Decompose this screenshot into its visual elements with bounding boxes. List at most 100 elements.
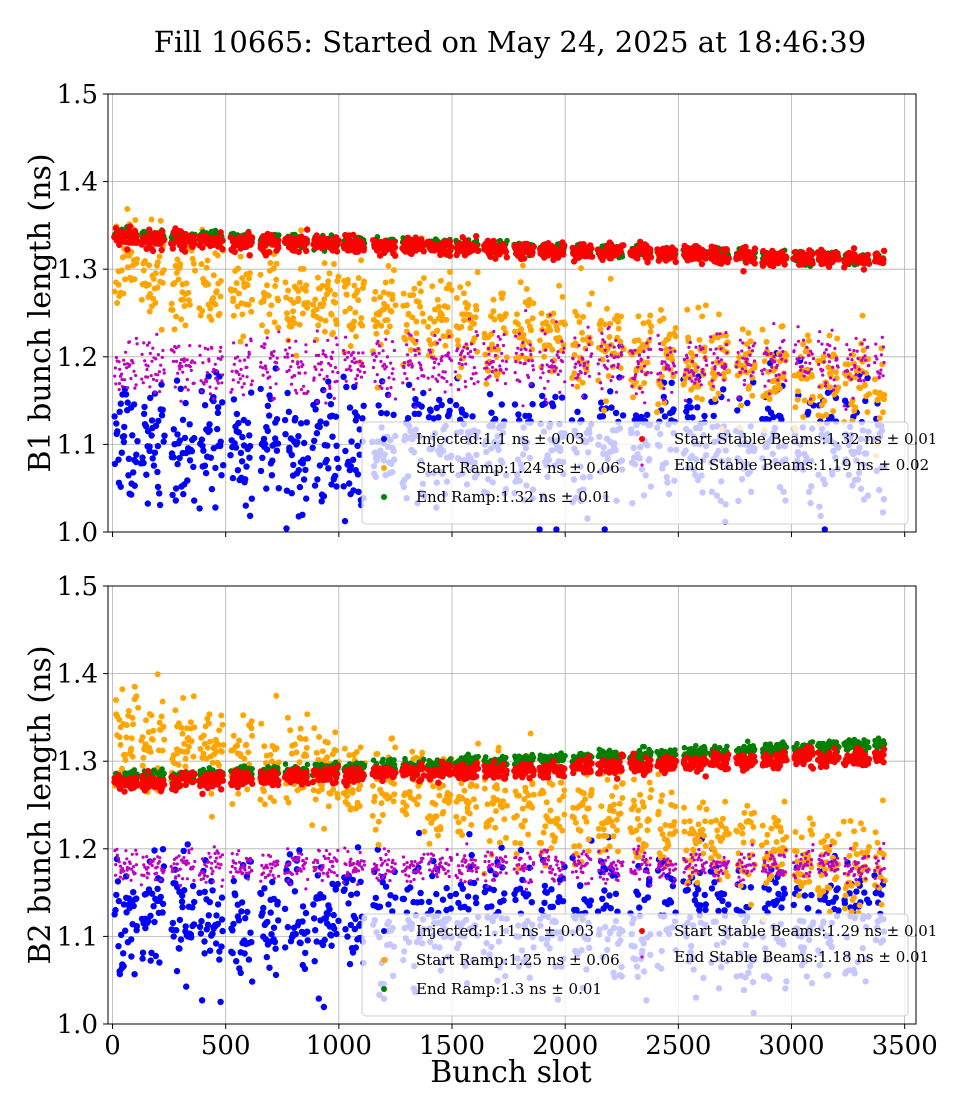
b1-end-stable-beams-point [134,383,138,387]
b2-injected-point [216,956,223,963]
b1-injected-point [327,401,335,408]
b1-end-stable-beams-point [561,350,565,355]
b1-end-stable-beams-point [724,365,728,369]
b1-end-stable-beams-point [835,357,839,362]
b1-start-stable-beams-point [266,249,273,256]
b1-end-stable-beams-point [134,336,138,340]
b1-end-stable-beams-point [668,346,672,350]
b1-end-stable-beams-point [642,349,646,354]
b1-end-stable-beams-point [149,374,153,378]
b1-end-stable-beams-point [474,330,478,334]
b1-injected-point [328,481,335,488]
b1-start-ramp-point [388,308,395,315]
b2-injected-point [335,917,342,924]
b1-start-ramp-point [392,302,399,309]
b1-start-ramp-point [210,272,217,279]
b1-start-ramp-point [335,273,342,280]
b1-end-stable-beams-point [573,336,577,340]
b2-injected-point [261,885,268,892]
b1-end-stable-beams-point [773,360,777,364]
b1-start-ramp-point [461,317,467,324]
b1-end-stable-beams-point [132,369,136,373]
b1-start-stable-beams-point [160,237,167,244]
b1-end-stable-beams-point [523,361,527,365]
b1-start-stable-beams-point [420,248,427,255]
b1-end-stable-beams-point [153,390,157,395]
b2-injected-point [173,967,181,975]
b1-end-stable-beams-point [805,345,809,349]
b1-end-stable-beams-point [882,360,886,365]
b1-injected-point [354,442,361,449]
b1-end-stable-beams-point [683,398,688,403]
b1-start-ramp-point [198,261,205,268]
b1-start-ramp-point [655,401,662,408]
b1-start-ramp-point [216,310,223,317]
b1-end-stable-beams-point [711,361,715,365]
b2-injected-point [312,927,319,934]
b1-end-stable-beams-point [333,365,337,370]
b1-end-stable-beams-point [420,368,424,372]
b1-end-stable-beams-point [503,382,508,386]
b1-start-ramp-point [275,324,282,331]
b2-injected-point [284,923,292,931]
b1-end-stable-beams-point [688,376,692,381]
b1-end-stable-beams-point [734,365,739,369]
b1-end-stable-beams-point [502,371,506,375]
b2-injected-point [233,958,240,965]
b1-start-ramp-point [685,334,692,341]
b1-end-stable-beams-point [347,350,351,355]
b1-end-stable-beams-point [160,379,164,383]
b1-start-ramp-point [266,311,273,318]
b1-start-ramp-point [434,296,441,303]
b1-start-ramp-point [495,346,502,353]
b1-start-ramp-point [826,332,833,339]
b1-end-stable-beams-point [178,367,182,371]
b2-injected-point [173,927,180,934]
b1-end-stable-beams-point [599,344,603,348]
b2-injected-point [266,964,273,971]
b1-end-stable-beams-point [208,385,212,389]
b1-end-stable-beams-point [490,370,494,374]
b1-end-stable-beams-point [236,380,240,384]
b1-start-ramp-point [270,265,277,272]
b1-injected-point [687,404,694,411]
b2-injected-point [238,908,245,915]
b1-start-ramp-point [490,308,497,315]
b1-end-stable-beams-point [262,346,266,350]
b1-injected-point [275,485,282,492]
b1-end-stable-beams-point [378,344,382,348]
b1-end-stable-beams-point [765,352,770,357]
b1-start-ramp-point [519,262,526,269]
b1-start-ramp-point [283,310,290,317]
b2-injected-point [120,963,127,970]
b1-end-stable-beams-point [774,373,778,378]
b1-end-stable-beams-point [862,378,866,383]
b1-end-stable-beams-point [268,386,272,390]
b2-injected-point [267,909,274,916]
b1-injected-point [246,442,254,450]
b1-start-ramp-point [391,267,397,274]
b1-end-stable-beams-point [325,374,329,378]
b1-injected-point [420,389,427,397]
b1-injected-point [139,454,146,461]
b1-start-ramp-point [776,385,783,392]
b1-end-stable-beams-point [331,350,335,354]
b1-end-stable-beams-point [796,325,800,329]
b1-end-stable-beams-point [685,356,689,360]
b1-injected-point [427,407,434,415]
b1-end-stable-beams-point [232,341,236,345]
b1-end-stable-beams-point [713,365,717,369]
b1-start-stable-beams-point [751,260,758,267]
b1-start-stable-beams-point [248,234,256,241]
b1-start-ramp-point [783,352,790,359]
b1-start-ramp-point [304,304,311,311]
b1-start-ramp-point [246,270,253,277]
b1-end-stable-beams-point [384,365,388,369]
b1-start-ramp-point [152,270,159,277]
b1-end-stable-beams-point [749,363,753,367]
b1-end-stable-beams-point [714,347,718,351]
b1-end-stable-beams-point [354,381,358,386]
b1-start-stable-beams-point [146,226,153,233]
b1-injected-point [158,412,166,419]
b1-end-stable-beams-point [342,348,346,353]
